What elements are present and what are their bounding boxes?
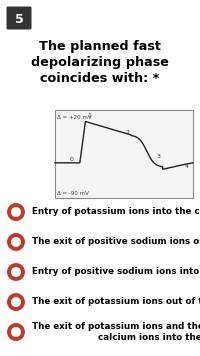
- Circle shape: [9, 265, 23, 279]
- Text: 3: 3: [157, 154, 161, 159]
- Circle shape: [9, 205, 23, 219]
- Text: The exit of positive sodium ions out of the cell: The exit of positive sodium ions out of …: [32, 237, 200, 246]
- Text: The planned fast
depolarizing phase
coincides with: *: The planned fast depolarizing phase coin…: [31, 40, 169, 85]
- Circle shape: [9, 235, 23, 249]
- Text: Entry of potassium ions into the cell: Entry of potassium ions into the cell: [32, 208, 200, 216]
- Text: The exit of potassium ions and the entry of positive
calcium ions into the cell: The exit of potassium ions and the entry…: [32, 322, 200, 342]
- Circle shape: [9, 295, 23, 309]
- Text: Δ = +20 mV: Δ = +20 mV: [57, 115, 92, 120]
- Text: The exit of potassium ions out of the cell: The exit of potassium ions out of the ce…: [32, 298, 200, 307]
- FancyBboxPatch shape: [6, 6, 32, 30]
- Text: 5: 5: [15, 13, 23, 26]
- Text: 1: 1: [87, 114, 91, 119]
- Text: Entry of positive sodium ions into the cell: Entry of positive sodium ions into the c…: [32, 267, 200, 277]
- FancyBboxPatch shape: [55, 110, 193, 198]
- Text: 4: 4: [185, 164, 189, 169]
- Text: 0: 0: [70, 157, 74, 162]
- Text: 2: 2: [126, 130, 130, 135]
- Text: Δ = -90 mV: Δ = -90 mV: [57, 191, 89, 196]
- Circle shape: [9, 325, 23, 339]
